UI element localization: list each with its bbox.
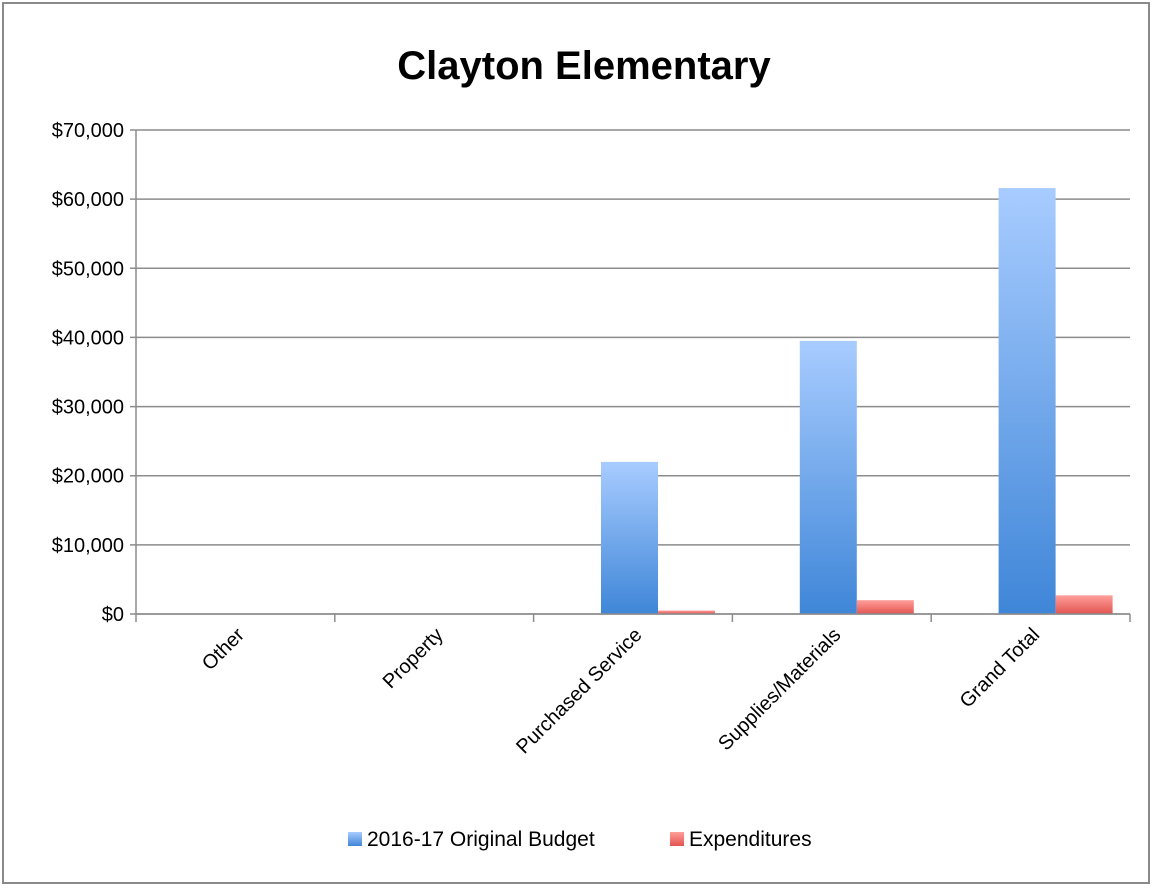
chart-title: Clayton Elementary bbox=[397, 44, 771, 88]
legend: 2016-17 Original Budget Expenditures bbox=[348, 828, 812, 851]
y-tick-label: $40,000 bbox=[52, 327, 124, 349]
x-category-label: Property bbox=[379, 624, 448, 693]
legend-swatch bbox=[670, 832, 684, 846]
x-axis-category-labels: Other Property Purchased Service Supplies/M… bbox=[198, 624, 1044, 758]
bar-expenditures bbox=[1055, 595, 1113, 614]
legend-label: 2016-17 Original Budget bbox=[367, 828, 595, 851]
x-category-label: Purchased Service bbox=[512, 624, 646, 758]
y-tick-label: $50,000 bbox=[52, 258, 124, 280]
legend-swatch bbox=[348, 832, 362, 846]
y-tick-label: $70,000 bbox=[52, 120, 124, 142]
bar-budget bbox=[998, 188, 1056, 614]
legend-label: Expenditures bbox=[689, 828, 812, 851]
y-tick-label: $0 bbox=[102, 604, 124, 626]
y-axis-tick-labels: $0 $10,000 $20,000 $30,000 $40,000 $50,000 $60… bbox=[52, 120, 124, 626]
x-category-label: Supplies/Materials bbox=[714, 624, 845, 755]
y-tick-label: $60,000 bbox=[52, 189, 124, 211]
x-category-label: Grand Total bbox=[956, 624, 1044, 712]
bar-budget bbox=[601, 461, 658, 614]
bar-chart: Clayton Elementary $0 $10,000 $20,000 $30,0… bbox=[52, 44, 1131, 851]
y-tick-label: $30,000 bbox=[52, 397, 124, 419]
x-axis bbox=[135, 130, 1131, 622]
x-category-label: Other bbox=[198, 624, 249, 675]
bar-expenditures bbox=[658, 610, 715, 614]
bars bbox=[601, 188, 1113, 614]
bar-expenditures bbox=[856, 600, 914, 614]
y-tick-label: $10,000 bbox=[52, 535, 124, 557]
y-tick-label: $20,000 bbox=[52, 466, 124, 488]
bar-budget bbox=[799, 340, 857, 614]
